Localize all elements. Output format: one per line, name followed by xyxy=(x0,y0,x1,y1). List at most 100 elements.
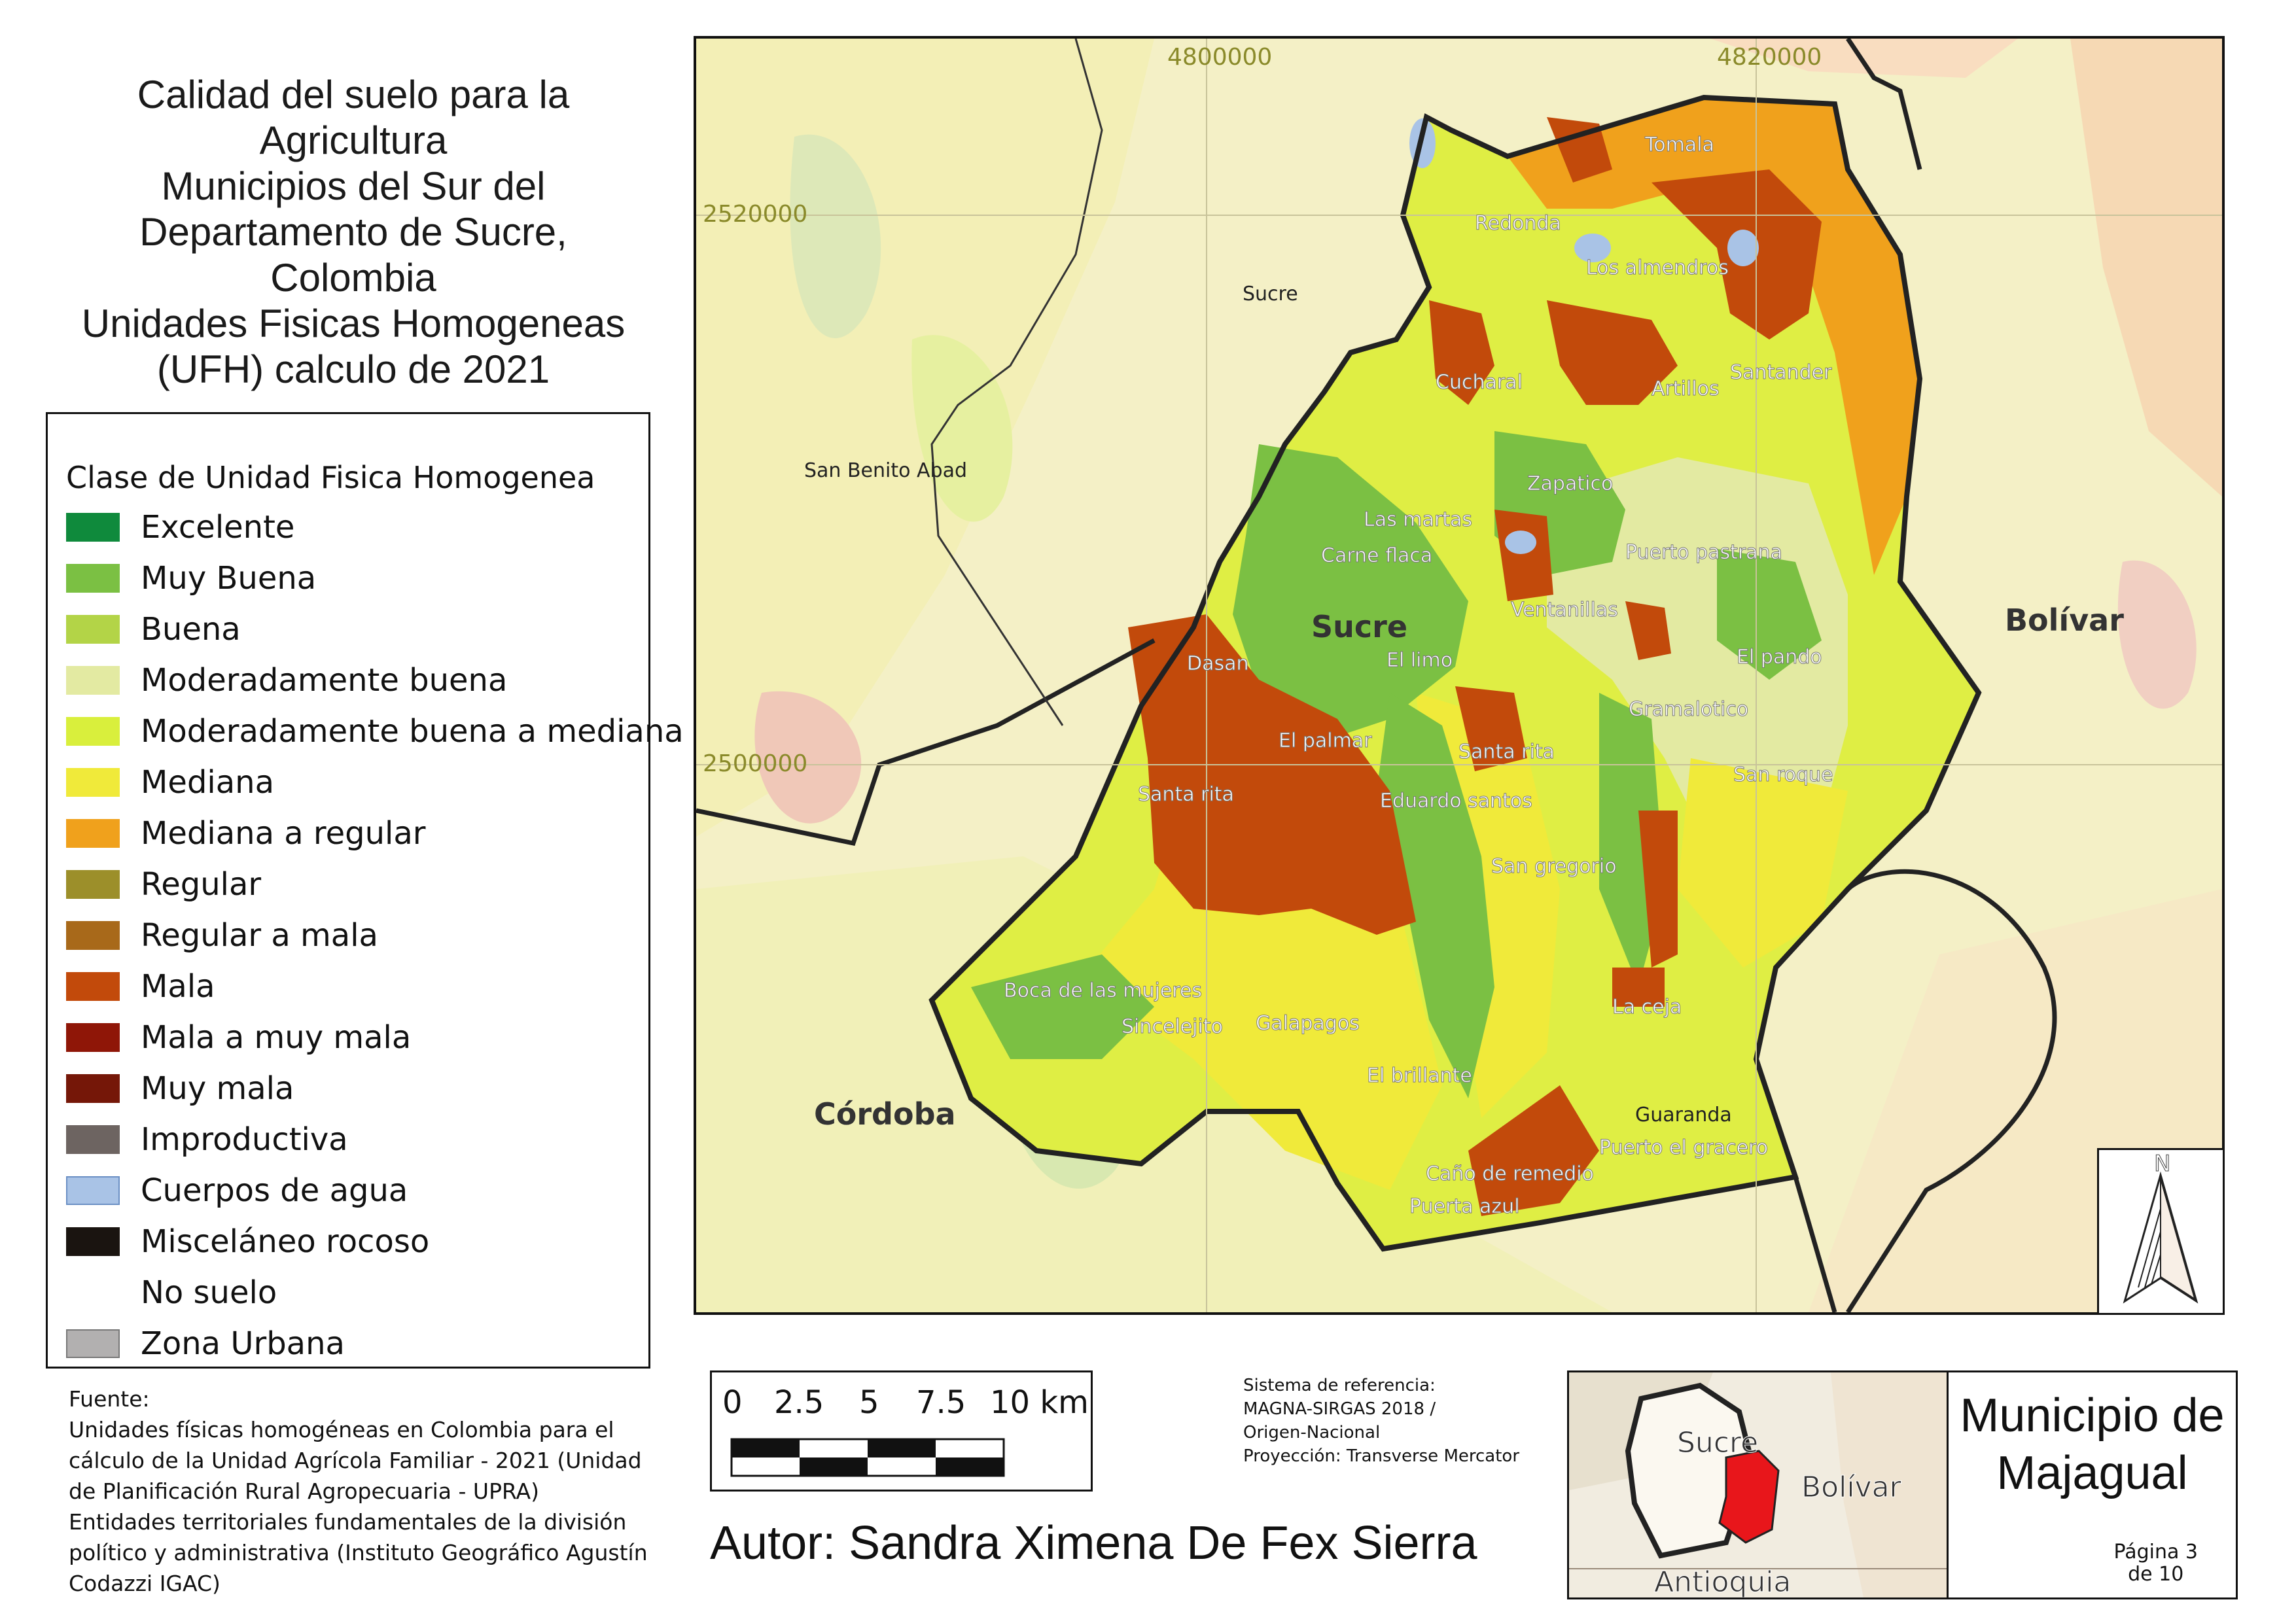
place-label: Puerto el gracero xyxy=(1599,1136,1768,1159)
legend-label: Excelente xyxy=(141,509,295,546)
title-line: Colombia xyxy=(270,256,436,300)
source-line: político y administrativa (Instituto Geo… xyxy=(69,1540,648,1565)
title-line: Calidad del suelo para la xyxy=(137,73,570,116)
north-arrow-icon: N xyxy=(2123,1151,2199,1304)
inset-majagual-highlight xyxy=(1718,1450,1780,1544)
ufh-mala-ventanillas xyxy=(1494,510,1553,601)
title-line: Departamento de Sucre, xyxy=(139,210,567,254)
legend-item: Muy mala xyxy=(66,1069,294,1108)
map-title: Calidad del suelo para la Agricultura Mu… xyxy=(39,72,667,393)
place-label: Ventanillas xyxy=(1511,599,1618,621)
author-credit: Autor: Sandra Ximena De Fex Sierra xyxy=(710,1517,1477,1569)
legend-swatch xyxy=(66,1125,120,1154)
municipality-outline xyxy=(928,94,1982,1252)
legend-swatch xyxy=(66,921,120,950)
place-label: Galapagos xyxy=(1256,1012,1360,1035)
ufh-mala-redonda xyxy=(1547,117,1612,183)
scale-label: 5 xyxy=(859,1384,879,1421)
north-arrow: N xyxy=(2097,1148,2225,1315)
region-label: Sucre xyxy=(1311,609,1407,644)
source-line: Entidades territoriales fundamentales de… xyxy=(69,1509,627,1535)
place-label: Puerta azul xyxy=(1409,1195,1520,1218)
municipal-border xyxy=(930,39,1103,726)
place-label: Tomala xyxy=(1644,133,1714,156)
legend-label: Regular a mala xyxy=(141,917,378,954)
place-label: Artillos xyxy=(1651,377,1720,400)
ufh-muy-buena xyxy=(1717,549,1822,680)
scale-segment xyxy=(868,1439,936,1457)
basemap-patch xyxy=(2117,560,2197,709)
north-arrow-hatch xyxy=(2144,1231,2161,1288)
source-line: cálculo de la Unidad Agrícola Familiar -… xyxy=(69,1448,642,1473)
legend-title: Clase de Unidad Fisica Homogenea xyxy=(66,460,595,495)
ufh-mala-santa-rita xyxy=(1455,686,1527,771)
place-label: Dasan xyxy=(1187,652,1249,675)
title-line: Agricultura xyxy=(259,118,448,162)
legend-item: Improductiva xyxy=(66,1120,348,1159)
main-map[interactable]: 4800000 4820000 2520000 2500000 Sucre Bo… xyxy=(694,36,2225,1315)
ufh-mala xyxy=(1638,811,1678,968)
scale-bar-graphic xyxy=(730,1438,1005,1477)
legend-swatch xyxy=(66,1278,120,1307)
title-line: Unidades Fisicas Homogeneas xyxy=(81,302,626,345)
place-label: San Benito Abad xyxy=(804,459,967,482)
scale-label: 7.5 xyxy=(916,1384,966,1421)
region-label: Bolívar xyxy=(2005,602,2124,638)
place-label: San gregorio xyxy=(1491,855,1617,878)
legend-item: Mala xyxy=(66,967,215,1006)
department-border xyxy=(1846,869,2057,1312)
source-line: de Planificación Rural Agropecuaria - UP… xyxy=(69,1478,540,1504)
legend-item: Moderadamente buena a mediana xyxy=(66,712,684,751)
legend-swatch xyxy=(66,819,120,848)
legend-swatch xyxy=(66,972,120,1001)
legend-label: Muy Buena xyxy=(141,560,317,597)
grid-label: 4820000 xyxy=(1717,44,1822,71)
scale-label: 2.5 xyxy=(774,1384,824,1421)
scale-label: 10 km xyxy=(990,1384,1089,1421)
legend-item: No suelo xyxy=(66,1273,277,1312)
source-line: Codazzi IGAC) xyxy=(69,1571,221,1596)
legend-item: Cuerpos de agua xyxy=(66,1171,408,1210)
inset-map-canvas: Sucre Bolívar Antioquia xyxy=(1569,1372,1948,1597)
department-border xyxy=(1846,39,1922,170)
legend-item: Zona Urbana xyxy=(66,1324,345,1363)
inset-map: Sucre Bolívar Antioquia xyxy=(1567,1370,1950,1599)
basemap-ne-peach xyxy=(2070,39,2222,497)
legend-swatch xyxy=(66,717,120,746)
place-label: Caño de remedio xyxy=(1426,1162,1594,1185)
legend-item: Buena xyxy=(66,610,241,649)
place-label: El palmar xyxy=(1279,729,1372,752)
source-line: Fuente: xyxy=(69,1386,150,1412)
place-label: Carne flaca xyxy=(1321,544,1432,567)
ufh-mediana xyxy=(1678,758,1848,968)
grid-label: 2520000 xyxy=(703,201,807,228)
north-arrow-hatch xyxy=(2138,1208,2161,1288)
legend-swatch xyxy=(66,564,120,593)
place-label: Santa rita xyxy=(1138,783,1234,806)
ufh-mala-el-palmar xyxy=(1128,614,1416,935)
scale-segment xyxy=(732,1439,800,1457)
legend-item: Mediana xyxy=(66,763,274,802)
place-label: Cucharal xyxy=(1436,371,1523,394)
inset-label: Sucre xyxy=(1677,1426,1758,1459)
place-label: Puerto pastrana xyxy=(1625,541,1782,564)
basemap-patch xyxy=(790,134,881,338)
place-label: Eduardo santos xyxy=(1380,790,1532,812)
legend-swatch xyxy=(66,1227,120,1256)
page-number-line: Página 3 xyxy=(2113,1541,2198,1563)
place-label: Zapatico xyxy=(1527,472,1613,495)
title-line: Municipios del Sur del xyxy=(161,164,546,208)
region-label: Córdoba xyxy=(814,1096,956,1132)
place-label: Guaranda xyxy=(1635,1104,1732,1126)
place-label: El brillante xyxy=(1367,1064,1472,1087)
legend-item: Mediana a regular xyxy=(66,814,426,853)
crs-line: Origen-Nacional xyxy=(1243,1423,1381,1442)
place-label: Santander xyxy=(1730,361,1832,384)
legend-swatch xyxy=(66,1074,120,1103)
crs-note: Sistema de referencia: MAGNA-SIRGAS 2018… xyxy=(1243,1374,1519,1468)
title-line: (UFH) calculo de 2021 xyxy=(156,347,550,391)
place-label: El limo xyxy=(1386,649,1453,672)
place-label: Sucre xyxy=(1243,283,1298,305)
page-number-line: de 10 xyxy=(2128,1563,2184,1586)
ufh-muy-buena xyxy=(1377,693,1494,1098)
